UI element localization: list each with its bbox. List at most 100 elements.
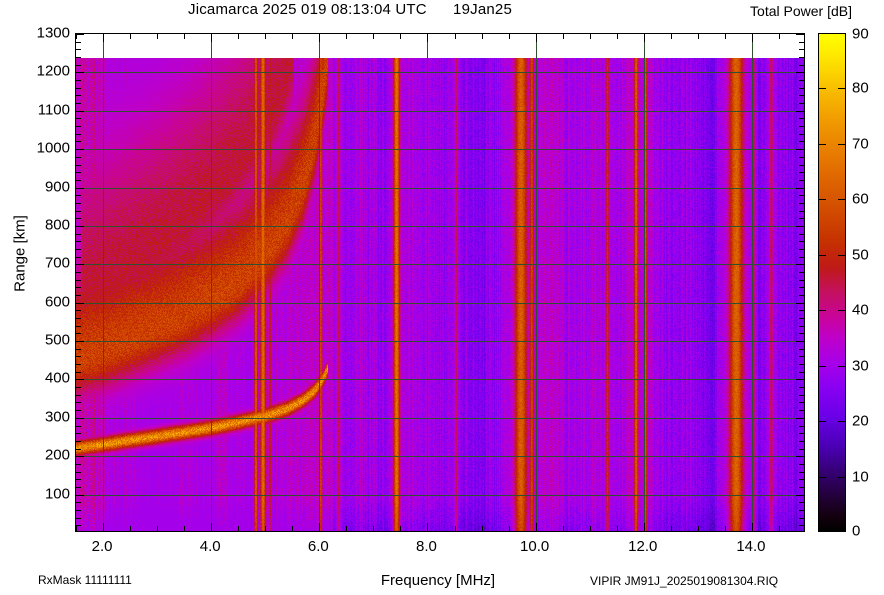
x-axis-tick	[779, 526, 780, 531]
x-axis-tick	[184, 526, 185, 531]
y-axis-tick-label: 1100	[37, 101, 70, 119]
y-axis-tick	[796, 303, 804, 304]
y-axis-tick	[799, 211, 804, 212]
y-axis-tick	[799, 257, 804, 258]
y-axis-tick	[799, 310, 804, 311]
y-axis-tick	[76, 379, 84, 380]
gridline-vertical	[536, 34, 537, 531]
ionogram-plot-area[interactable]	[75, 33, 805, 532]
y-axis-tick-label: 100	[44, 485, 70, 503]
y-axis-tick	[799, 165, 804, 166]
x-axis-tick	[427, 523, 428, 531]
y-axis-tick	[76, 234, 81, 235]
x-axis-tick	[455, 526, 456, 531]
y-axis-tick	[76, 510, 81, 511]
y-axis-tick	[76, 34, 84, 35]
gridline-vertical	[752, 34, 753, 531]
y-axis-tick	[76, 287, 81, 288]
y-axis-tick-label: 800	[44, 216, 70, 234]
y-axis-tick	[799, 410, 804, 411]
y-axis-tick-label: 1300	[36, 24, 70, 42]
y-axis-tick-labels: 100 200 300 400 500 600 700 800 900 1000 1100 1200 1…	[0, 25, 70, 532]
colorbar-tick-labels: 0 10 20 30 40 50 60 70 80 90	[852, 26, 884, 540]
y-axis-tick	[76, 157, 81, 158]
y-axis-tick	[799, 349, 804, 350]
y-axis-tick-label: 200	[44, 446, 70, 464]
y-axis-tick	[76, 349, 81, 350]
y-axis-tick	[76, 472, 81, 473]
x-axis-tick	[725, 526, 726, 531]
y-axis-tick	[799, 157, 804, 158]
y-axis-tick	[76, 310, 81, 311]
x-axis-tick	[400, 526, 401, 531]
x-axis-tick	[671, 34, 672, 39]
colorbar-tick	[838, 144, 846, 145]
x-axis-tick	[319, 34, 320, 42]
gridline-horizontal	[76, 149, 804, 150]
y-axis-tick	[76, 88, 81, 89]
y-axis-tick	[76, 180, 81, 181]
y-axis-tick	[76, 218, 81, 219]
colorbar-tick-layer	[818, 33, 846, 532]
y-axis-tick	[799, 387, 804, 388]
y-axis-tick	[76, 49, 81, 50]
y-axis-tick	[76, 318, 81, 319]
y-axis-tick	[76, 326, 81, 327]
y-axis-tick	[76, 456, 84, 457]
y-axis-tick	[76, 418, 84, 419]
colorbar-tick-label: 60	[852, 190, 869, 208]
x-axis-tick	[319, 523, 320, 531]
y-axis-tick	[76, 264, 84, 265]
colorbar-tick	[818, 144, 826, 145]
y-axis-tick	[799, 95, 804, 96]
y-axis-tick	[76, 126, 81, 127]
x-axis-tick	[590, 34, 591, 39]
y-axis-tick	[76, 295, 81, 296]
x-axis-tick	[779, 34, 780, 39]
gridline-vertical	[319, 34, 320, 531]
x-axis-tick	[373, 34, 374, 39]
colorbar-tick	[818, 421, 826, 422]
y-axis-tick	[76, 402, 81, 403]
colorbar-tick-label: 20	[852, 412, 869, 430]
y-axis-tick	[76, 387, 81, 388]
y-axis-tick	[799, 449, 804, 450]
x-axis-tick	[725, 34, 726, 39]
y-axis-tick	[796, 72, 804, 73]
y-axis-tick-label: 1000	[36, 139, 70, 157]
y-axis-tick	[796, 379, 804, 380]
y-axis-tick	[796, 456, 804, 457]
colorbar-tick	[818, 310, 826, 311]
x-axis-tick	[157, 34, 158, 39]
y-axis-tick	[76, 333, 81, 334]
y-axis-tick	[799, 218, 804, 219]
colorbar-tick-label: 10	[852, 468, 869, 486]
y-axis-tick	[76, 449, 81, 450]
y-axis-tick	[76, 149, 84, 150]
x-axis-tick	[76, 34, 77, 39]
x-axis-tick-label: 8.0	[416, 538, 437, 555]
y-axis-tick	[76, 433, 81, 434]
colorbar-tick-label: 70	[852, 135, 869, 153]
y-axis-tick	[76, 356, 81, 357]
y-axis-tick	[799, 203, 804, 204]
gridline-horizontal	[76, 226, 804, 227]
y-axis-tick-label: 300	[44, 408, 70, 426]
x-axis-tick	[563, 526, 564, 531]
y-axis-tick	[799, 356, 804, 357]
y-axis-tick	[76, 211, 81, 212]
y-axis-tick	[796, 226, 804, 227]
x-axis-tick	[536, 523, 537, 531]
y-axis-tick	[76, 226, 84, 227]
y-axis-tick	[799, 479, 804, 480]
x-axis-tick	[400, 34, 401, 39]
y-axis-tick	[796, 149, 804, 150]
y-axis-tick	[76, 518, 81, 519]
x-axis-tick	[617, 526, 618, 531]
y-axis-tick	[796, 111, 804, 112]
x-axis-tick	[292, 526, 293, 531]
x-axis-tick	[103, 34, 104, 42]
x-axis-tick	[698, 526, 699, 531]
page-title: Jicamarca 2025 019 08:13:04 UTC 19Jan25	[188, 1, 512, 18]
y-axis-tick	[76, 118, 81, 119]
